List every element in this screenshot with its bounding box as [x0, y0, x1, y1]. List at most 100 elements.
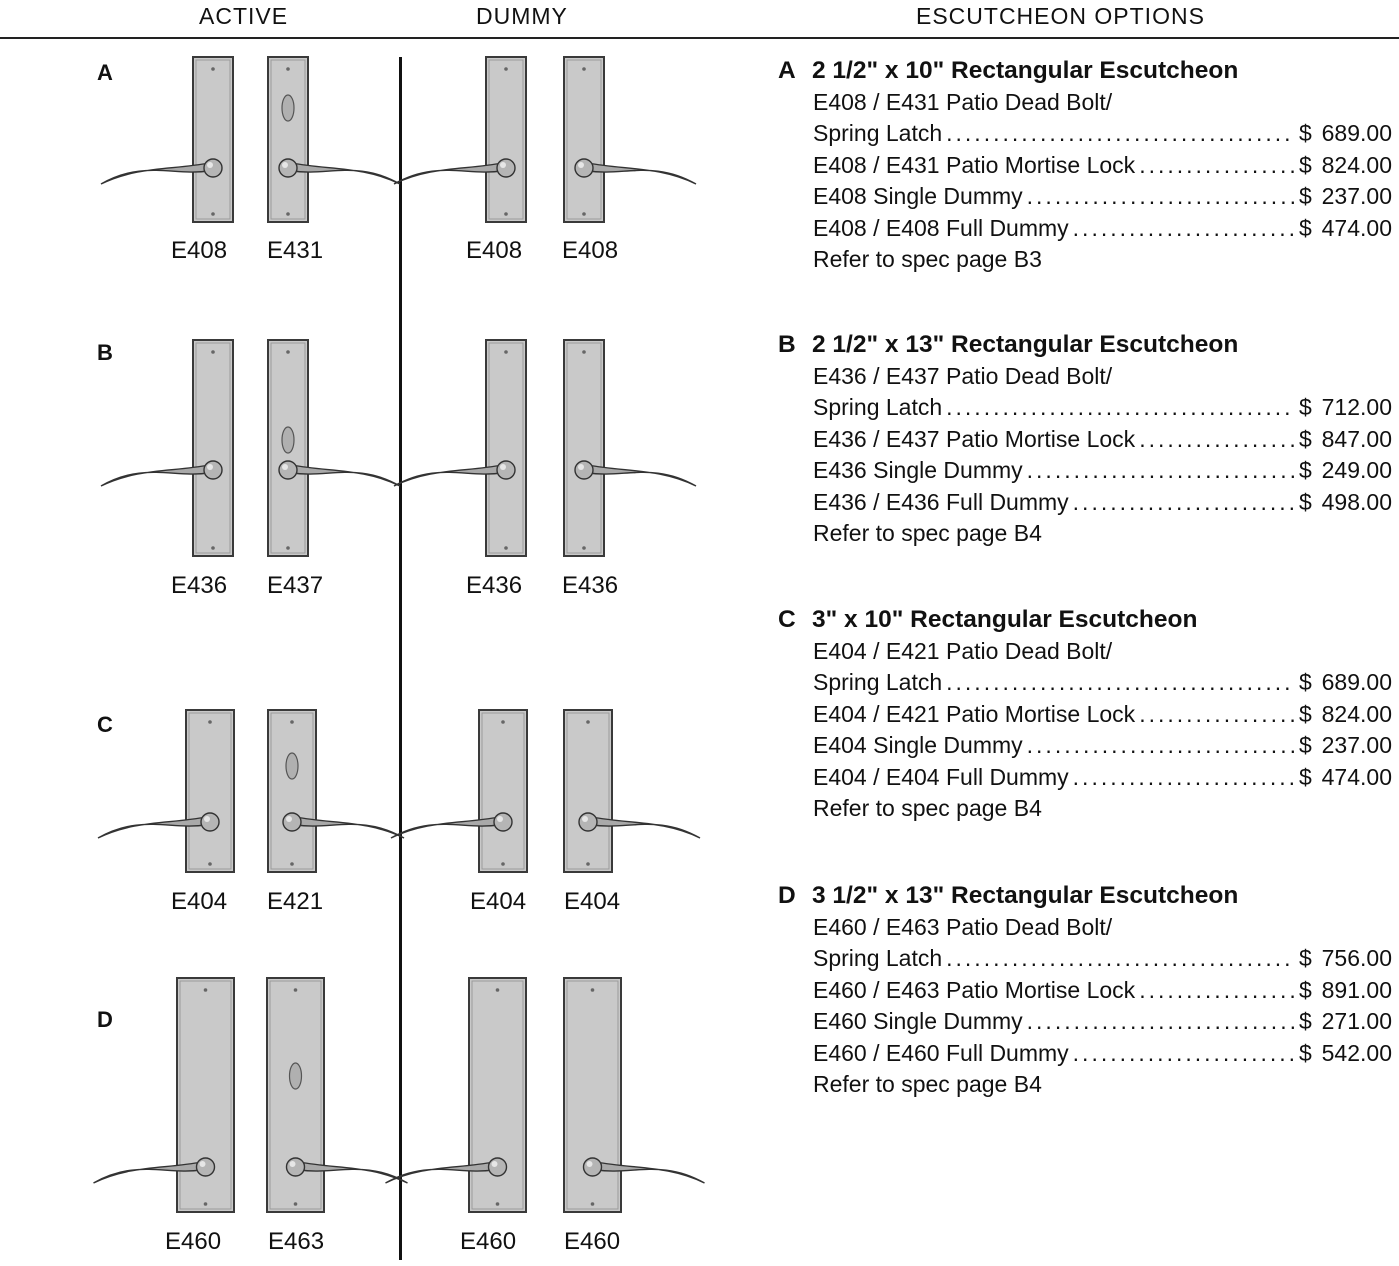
price-line: Spring Latch $689.00: [813, 667, 1392, 699]
price-line: E408 / E431 Patio Mortise Lock $824.00: [813, 150, 1392, 182]
leader-dots: [1139, 150, 1295, 182]
code-c-4: E404: [564, 888, 621, 915]
leader-dots: [1139, 424, 1295, 456]
price-value: 824.00: [1321, 151, 1392, 178]
leader-dots: [1139, 699, 1295, 731]
leader-dots: [946, 943, 1295, 975]
leader-dots: [1027, 455, 1295, 487]
price-label: E460 Single Dummy: [813, 1008, 1023, 1034]
price-line: E404 Single Dummy $237.00: [813, 730, 1392, 762]
code-d-1: E460: [165, 1228, 222, 1255]
price-label: Spring Latch: [813, 394, 943, 420]
option-c: C 3" x 10" Rectangular Escutcheon E404 / …: [778, 604, 1392, 825]
code-a-2: E431: [267, 237, 324, 264]
price-line: E436 / E436 Full Dummy $498.00: [813, 487, 1392, 519]
currency-symbol: $: [1299, 120, 1312, 146]
price-label: E408 Single Dummy: [813, 183, 1023, 209]
escutcheon-plate: [97, 709, 235, 873]
escutcheon-plate: [563, 977, 705, 1213]
leader-dots: [946, 118, 1295, 150]
currency-symbol: $: [1299, 488, 1312, 515]
price-value: 474.00: [1321, 763, 1392, 790]
option-letter: B: [778, 331, 796, 358]
option-subtitle: E436 / E437 Patio Dead Bolt/: [813, 362, 1113, 389]
code-a-3: E408: [466, 237, 523, 264]
code-b-3: E436: [466, 572, 523, 599]
option-title: C 3" x 10" Rectangular Escutcheon: [778, 604, 1392, 636]
header-active: ACTIVE: [199, 3, 289, 29]
price-line: E408 Single Dummy $237.00: [813, 181, 1392, 213]
price-label: E408 / E431 Patio Mortise Lock: [813, 151, 1136, 178]
currency-symbol: $: [1299, 394, 1312, 420]
spec-reference: Refer to spec page B4: [813, 795, 1042, 821]
escutcheon-plate: [563, 339, 697, 557]
price-label: E436 Single Dummy: [813, 457, 1023, 483]
price-line: Spring Latch $689.00: [813, 118, 1392, 150]
code-c-1: E404: [171, 888, 228, 915]
row-letter-a: A: [97, 60, 113, 85]
price-value: 271.00: [1321, 1008, 1392, 1034]
option-letter: D: [778, 882, 796, 909]
price-label: Spring Latch: [813, 120, 943, 146]
price-value: 689.00: [1321, 669, 1392, 695]
leader-dots: [1073, 213, 1295, 245]
currency-symbol: $: [1299, 669, 1312, 695]
leader-dots: [1027, 1006, 1295, 1038]
column-divider: [399, 57, 402, 1260]
currency-symbol: $: [1299, 183, 1312, 209]
price-value: 756.00: [1321, 945, 1392, 971]
currency-symbol: $: [1299, 976, 1312, 1003]
currency-symbol: $: [1299, 457, 1312, 483]
header-escutcheon-options: ESCUTCHEON OPTIONS: [916, 3, 1205, 29]
leader-dots: [1073, 1038, 1295, 1070]
price-label: E404 / E404 Full Dummy: [813, 763, 1069, 790]
option-subtitle: E460 / E463 Patio Dead Bolt/: [813, 913, 1113, 940]
leader-dots: [1073, 487, 1295, 519]
price-value: 237.00: [1321, 732, 1392, 758]
price-value: 249.00: [1321, 457, 1392, 483]
code-b-1: E436: [171, 572, 228, 599]
escutcheon-plate: [100, 56, 234, 223]
price-value: 237.00: [1321, 183, 1392, 209]
price-line: E460 Single Dummy $271.00: [813, 1006, 1392, 1038]
escutcheon-plate: [563, 56, 697, 223]
escutcheon-plate: [390, 709, 528, 873]
price-label: Spring Latch: [813, 669, 943, 695]
price-line: E404 / E404 Full Dummy $474.00: [813, 762, 1392, 794]
price-line: E460 / E460 Full Dummy $542.00: [813, 1038, 1392, 1070]
escutcheon-plate: [563, 709, 701, 873]
price-value: 542.00: [1321, 1039, 1392, 1066]
code-d-4: E460: [564, 1228, 621, 1255]
currency-symbol: $: [1299, 1008, 1312, 1034]
header-dummy: DUMMY: [476, 3, 568, 29]
option-title: B 2 1/2" x 13" Rectangular Escutcheon: [778, 329, 1392, 361]
price-line: E436 / E437 Patio Mortise Lock $847.00: [813, 424, 1392, 456]
option-d: D 3 1/2" x 13" Rectangular Escutcheon E46…: [778, 880, 1392, 1101]
row-letter-b: B: [97, 340, 113, 365]
option-title-text: 2 1/2" x 10" Rectangular Escutcheon: [812, 57, 1239, 84]
currency-symbol: $: [1299, 214, 1312, 241]
price-value: 474.00: [1321, 214, 1392, 241]
row-letter-c: C: [97, 712, 113, 737]
currency-symbol: $: [1299, 425, 1312, 452]
option-b: B 2 1/2" x 13" Rectangular Escutcheon E43…: [778, 329, 1392, 550]
header-rule: [0, 37, 1399, 39]
code-b-2: E437: [267, 572, 324, 599]
currency-symbol: $: [1299, 763, 1312, 790]
escutcheon-plate: [267, 56, 401, 223]
leader-dots: [1027, 181, 1295, 213]
price-value: 498.00: [1321, 488, 1392, 515]
escutcheon-plate: [393, 339, 527, 557]
option-subtitle: E408 / E431 Patio Dead Bolt/: [813, 88, 1113, 115]
price-line: E436 Single Dummy $249.00: [813, 455, 1392, 487]
price-label: E460 / E460 Full Dummy: [813, 1039, 1069, 1066]
price-label: E404 Single Dummy: [813, 732, 1023, 758]
code-d-2: E463: [268, 1228, 325, 1255]
option-title: D 3 1/2" x 13" Rectangular Escutcheon: [778, 880, 1392, 912]
leader-dots: [1073, 762, 1295, 794]
price-line: Spring Latch $712.00: [813, 392, 1392, 424]
price-label: E460 / E463 Patio Mortise Lock: [813, 976, 1136, 1003]
option-subtitle: E404 / E421 Patio Dead Bolt/: [813, 637, 1113, 664]
leader-dots: [1139, 975, 1295, 1007]
escutcheon-plate: [267, 339, 401, 557]
